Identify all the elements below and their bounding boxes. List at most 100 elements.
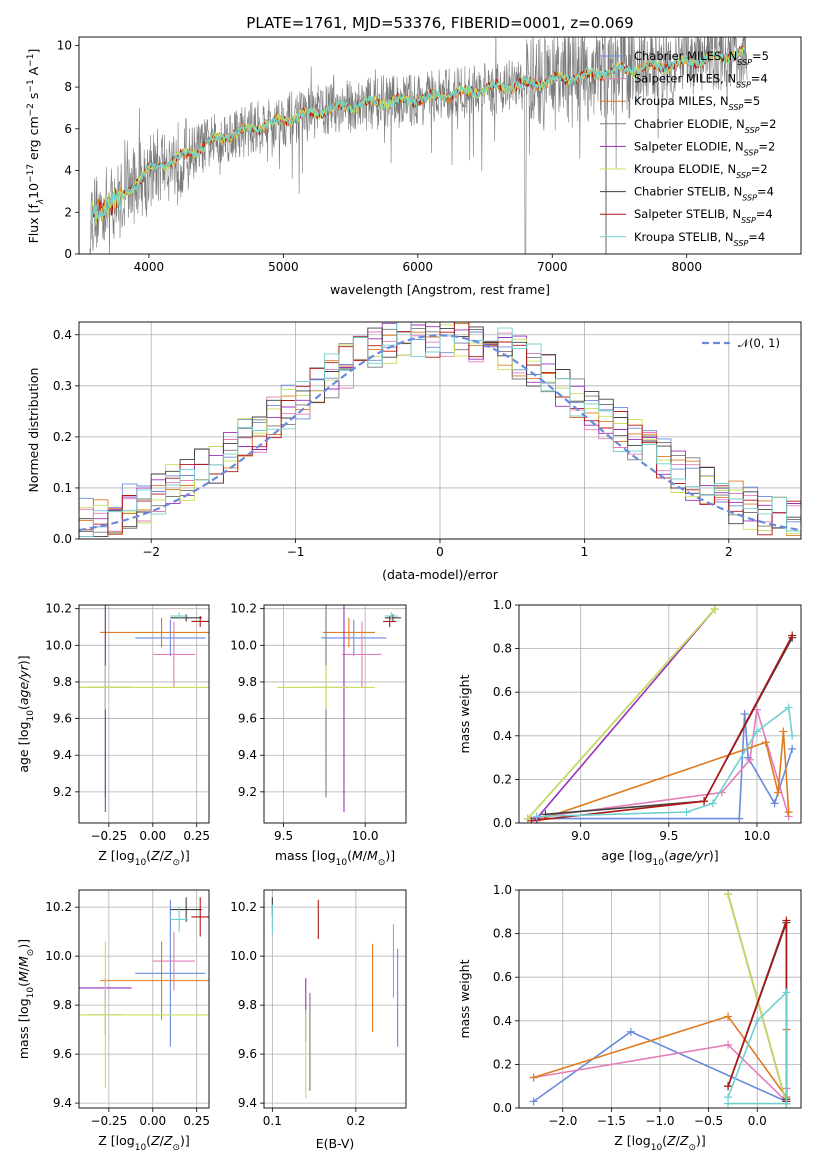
- legend-sub: SSP: [736, 171, 751, 180]
- label-part: (: [16, 705, 31, 710]
- x-tick-label: 0.2: [346, 1114, 365, 1128]
- histogram-axes: −2 −1 0 1 2 0.0 0.1 0.2 0.3 0.4 𝒩(0, 1) (data-model…: [26, 321, 802, 582]
- y-tick-label: 0.0: [493, 816, 512, 830]
- point-chabrier_miles: [529, 1097, 538, 1106]
- y-tick-label: 0.2: [493, 772, 512, 786]
- series-chabrier_miles: [527, 713, 793, 820]
- legend-label: Chabrier MILES, NSSP=5: [634, 49, 769, 67]
- legend-text: Salpeter ELODIE, N: [634, 139, 744, 153]
- y-tick-label: 9.4: [53, 748, 72, 762]
- point-chabrier_miles: [735, 814, 744, 823]
- x-tick-label: 2: [725, 545, 733, 559]
- legend-tail: =4: [751, 72, 768, 86]
- label-part: (: [146, 848, 151, 863]
- x-tick-label: −2.0: [548, 1114, 577, 1128]
- point-salpeter_stelib: [724, 1082, 733, 1091]
- x-tick-label: 4000: [134, 260, 165, 274]
- series-kroupa_elodie: [527, 608, 716, 820]
- legend-tail: =4: [757, 185, 774, 199]
- mass-vs-EBV-axes: 0.1 0.2 9.4 9.6 9.8 10.0 10.2 E(B-V): [230, 889, 407, 1151]
- label-part: −17: [26, 164, 36, 183]
- y-tick-label: 10.0: [230, 949, 257, 963]
- plot-area: [89, 37, 748, 254]
- label-part: Flux [f: [26, 204, 41, 244]
- legend-label: Chabrier STELIB, NSSP=4: [634, 185, 774, 203]
- label-part: Z: [163, 1133, 173, 1148]
- label-part: )]: [385, 848, 395, 863]
- series-salpeter_miles: [527, 709, 790, 820]
- label-part: )]: [696, 1133, 706, 1148]
- label-part: /: [363, 848, 368, 863]
- axes-frame: [78, 889, 210, 1109]
- point-kroupa_stelib: [788, 731, 797, 740]
- series-kroupa_miles: [536, 731, 790, 822]
- grid-group: [264, 605, 406, 823]
- label-part: Z [log: [98, 1133, 134, 1148]
- label-part: 10: [135, 858, 147, 868]
- y-tick-label: 0.0: [53, 532, 72, 546]
- label-part: M: [16, 956, 31, 967]
- axes-frame: [78, 36, 802, 255]
- legend-label: Kroupa ELODIE, NSSP=2: [634, 162, 768, 180]
- x-tick-label: −1.0: [645, 1114, 674, 1128]
- legend-text: Kroupa ELODIE, N: [634, 162, 736, 176]
- y-tick-label: 6: [64, 122, 72, 136]
- x-tick-label: −2: [142, 545, 160, 559]
- y-tick-label: 9.6: [238, 1047, 257, 1061]
- legend-tail: =4: [756, 207, 773, 221]
- y-tick-label: 9.8: [53, 675, 72, 689]
- point-chabrier_miles: [740, 710, 749, 718]
- label-part: −1: [26, 54, 36, 67]
- y-axis-label: mass [log10(M/M⊙)]: [16, 939, 36, 1059]
- label-part: age/yr: [669, 848, 710, 863]
- label-part: λ: [36, 199, 46, 205]
- y-tick-label: 9.4: [238, 748, 257, 762]
- y-tick-label: 0.8: [493, 642, 512, 656]
- histogram-kroupa_stelib: [79, 322, 801, 537]
- label-part: /: [160, 848, 165, 863]
- label-part: (: [16, 982, 31, 987]
- point-kroupa_elodie: [724, 890, 733, 899]
- legend-tail: =5: [752, 49, 769, 63]
- x-tick-label: 7000: [537, 260, 568, 274]
- point-kroupa_miles: [761, 738, 770, 747]
- label-part: ⊙: [172, 858, 180, 868]
- legend-text: Chabrier MILES, N: [634, 49, 737, 63]
- plot-area: [79, 605, 209, 813]
- x-tick-label: 0.1: [263, 1114, 282, 1128]
- x-tick-label: 9.5: [274, 829, 293, 843]
- x-tick-label: 0.00: [139, 829, 166, 843]
- legend-tail: =2: [760, 117, 777, 131]
- point-kroupa_stelib: [752, 727, 761, 736]
- point-salpeter_stelib: [527, 816, 536, 823]
- y-tick-label: 9.8: [238, 998, 257, 1012]
- legend-sub: SSP: [729, 103, 744, 112]
- label-part: −2: [26, 103, 36, 116]
- label-part: )]: [16, 939, 31, 949]
- label-part: ⊙: [26, 949, 36, 957]
- series-salpeter_elodie: [535, 608, 716, 820]
- x-tick-label: 9.0: [571, 829, 590, 843]
- x-tick-label: −0.5: [694, 1114, 723, 1128]
- label-part: /: [160, 1133, 165, 1148]
- y-tick-label: 9.2: [53, 785, 72, 799]
- y-tick-label: 10.0: [45, 638, 72, 652]
- label-part: 10: [651, 1143, 663, 1153]
- legend-label: Kroupa STELIB, NSSP=4: [634, 230, 765, 248]
- label-part: (: [347, 848, 352, 863]
- model-kroupa_stelib: [90, 47, 745, 225]
- y-tick-label: 0.3: [53, 379, 72, 393]
- legend-sub: SSP: [745, 125, 760, 134]
- legend-label: Salpeter STELIB, NSSP=4: [634, 207, 773, 225]
- y-tick-label: 2: [64, 205, 72, 219]
- legend-text: Salpeter MILES, N: [634, 72, 736, 86]
- x-tick-label: 0.0: [748, 1114, 767, 1128]
- label-part: −1: [26, 79, 36, 92]
- label-part: 10: [336, 858, 348, 868]
- legend-label: 𝒩(0, 1): [738, 336, 780, 350]
- x-axis-label: (data-model)/error: [382, 567, 499, 582]
- y-tick-label: 9.6: [238, 712, 257, 726]
- legend-label: Kroupa MILES, NSSP=5: [634, 94, 760, 112]
- label-part: )]: [709, 848, 719, 863]
